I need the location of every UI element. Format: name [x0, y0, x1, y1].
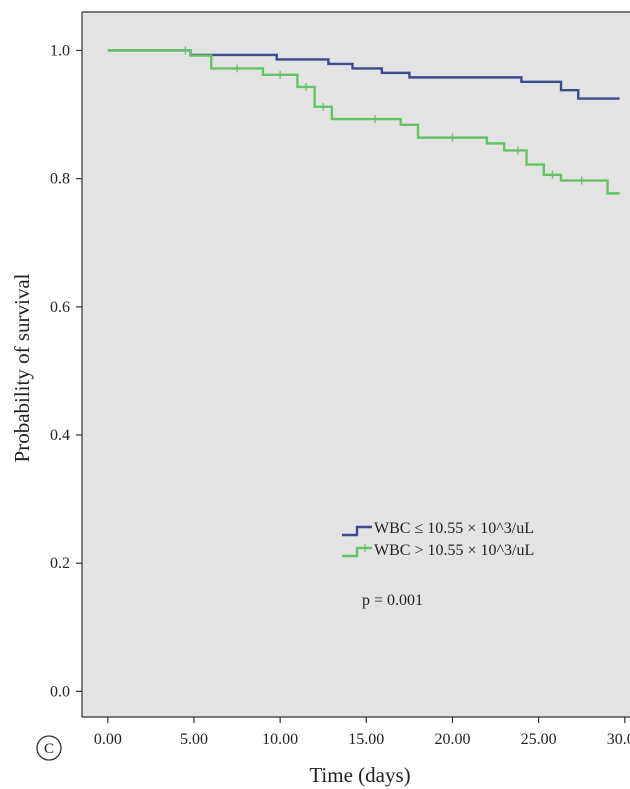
y-tick-label: 0.8: [50, 171, 70, 188]
x-axis-ticks: 0.00 5.00 10.00 15.00 20.00 25.00 30.00: [94, 717, 630, 748]
y-tick-label: 0.4: [50, 427, 70, 444]
x-tick-label: 25.00: [521, 731, 557, 748]
x-tick-label: 30.00: [607, 731, 630, 748]
x-tick-label: 10.00: [262, 731, 298, 748]
y-tick-label: 0.0: [50, 683, 70, 700]
survival-curve-series-2: [107, 49, 620, 195]
survival-curve-series-1: [107, 49, 620, 100]
legend-line-series-1: [342, 525, 372, 537]
y-tick-label: 0.2: [50, 555, 70, 572]
x-axis-label: Time (days): [309, 763, 410, 787]
y-axis-label: Probability of survival: [10, 273, 34, 462]
plot-area: [82, 12, 630, 717]
x-tick-label: 20.00: [434, 731, 470, 748]
legend: WBC ≤ 10.55 × 10^3/uL WBC > 10.55 × 10^3…: [342, 520, 534, 559]
y-tick-label: 1.0: [50, 42, 70, 59]
panel-label-circle: [36, 735, 62, 761]
p-value-annotation: p = 0.001: [362, 592, 423, 609]
legend-label-series-1: WBC ≤ 10.55 × 10^3/uL: [374, 520, 534, 537]
y-axis-ticks: 0.0 0.2 0.4 0.6 0.8 1.0: [50, 42, 82, 700]
x-tick-label: 15.00: [348, 731, 384, 748]
x-tick-label: 5.00: [180, 731, 208, 748]
legend-label-series-2: WBC > 10.55 × 10^3/uL: [374, 542, 534, 559]
survival-curves: [107, 46, 620, 195]
y-tick-label: 0.6: [50, 299, 70, 316]
panel-label: C: [44, 741, 54, 757]
x-tick-label: 0.00: [94, 731, 122, 748]
